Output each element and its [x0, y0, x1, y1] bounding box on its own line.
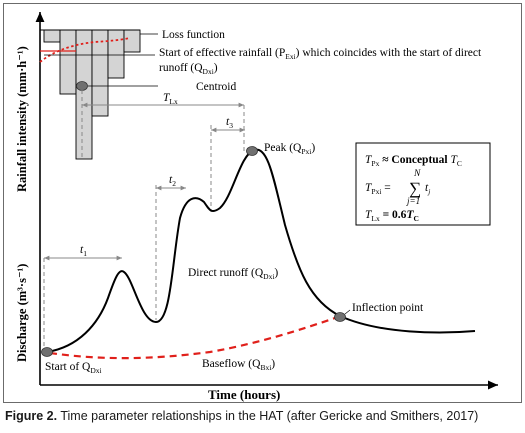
peak-label: Peak (QPxi): [264, 142, 315, 156]
t2-label: t2: [169, 174, 176, 188]
direct-runoff-label: Direct runoff (QDxi): [188, 267, 278, 281]
t3-label: t3: [226, 116, 233, 130]
caption-text: Time parameter relationships in the HAT …: [57, 409, 479, 423]
caption-label: Figure 2.: [5, 409, 58, 423]
hyetograph: [43, 29, 141, 160]
equation-tpx: TPx ≈ Conceptual TC: [365, 154, 462, 168]
hyetograph-bar: [59, 29, 77, 95]
equation-sum-symbol: ∑: [409, 179, 421, 198]
baseflow-curve: [49, 315, 339, 360]
hyetograph-bar: [107, 29, 125, 79]
equation-sum-term: tj: [425, 182, 430, 196]
y-axis-upper-label: Rainfall intensity (mm·h⁻¹): [15, 46, 29, 192]
inflection-point-marker: [334, 312, 346, 322]
start-of-direct-runoff-marker: [41, 347, 53, 357]
t1-label: t1: [80, 244, 87, 258]
direct-runoff-curve: [46, 148, 476, 353]
x-axis-label: Time (hours): [208, 387, 280, 402]
equation-box: [355, 142, 491, 226]
inflection-point-label: Inflection point: [352, 302, 424, 314]
hyetograph-bar: [123, 29, 141, 53]
tlx-label: TLx: [163, 92, 178, 106]
loss-function-curve: [39, 37, 131, 63]
equation-tpxi: TPxi =: [365, 182, 391, 196]
equation-sum-bottom: j=1: [406, 196, 420, 206]
time-span-lines: [43, 90, 245, 350]
peak-marker: [246, 146, 258, 156]
effective-rainfall-label-line2: runoff (QDxi): [159, 62, 218, 76]
centroid-marker: [76, 81, 88, 91]
equation-tlx: TLx = 0.6TC: [365, 209, 419, 223]
leader-inflection-point: [344, 309, 351, 315]
effective-rainfall-label: Start of effective rainfall (PExi) which…: [159, 47, 482, 61]
equation-sum-top: N: [413, 169, 421, 179]
loss-function-label: Loss function: [162, 29, 225, 41]
y-axis-lower-label: Discharge (m³·s⁻¹): [15, 264, 29, 362]
hyetograph-bar: [75, 29, 93, 160]
baseflow-label: Baseflow (QBxi): [202, 358, 275, 372]
hyetograph-bar: [43, 29, 61, 43]
hyetograph-bar: [91, 29, 109, 117]
figure-caption: Figure 2. Time parameter relationships i…: [5, 409, 520, 423]
start-of-direct-runoff-label: Start of QDxi: [45, 361, 102, 375]
centroid-label: Centroid: [196, 81, 236, 93]
